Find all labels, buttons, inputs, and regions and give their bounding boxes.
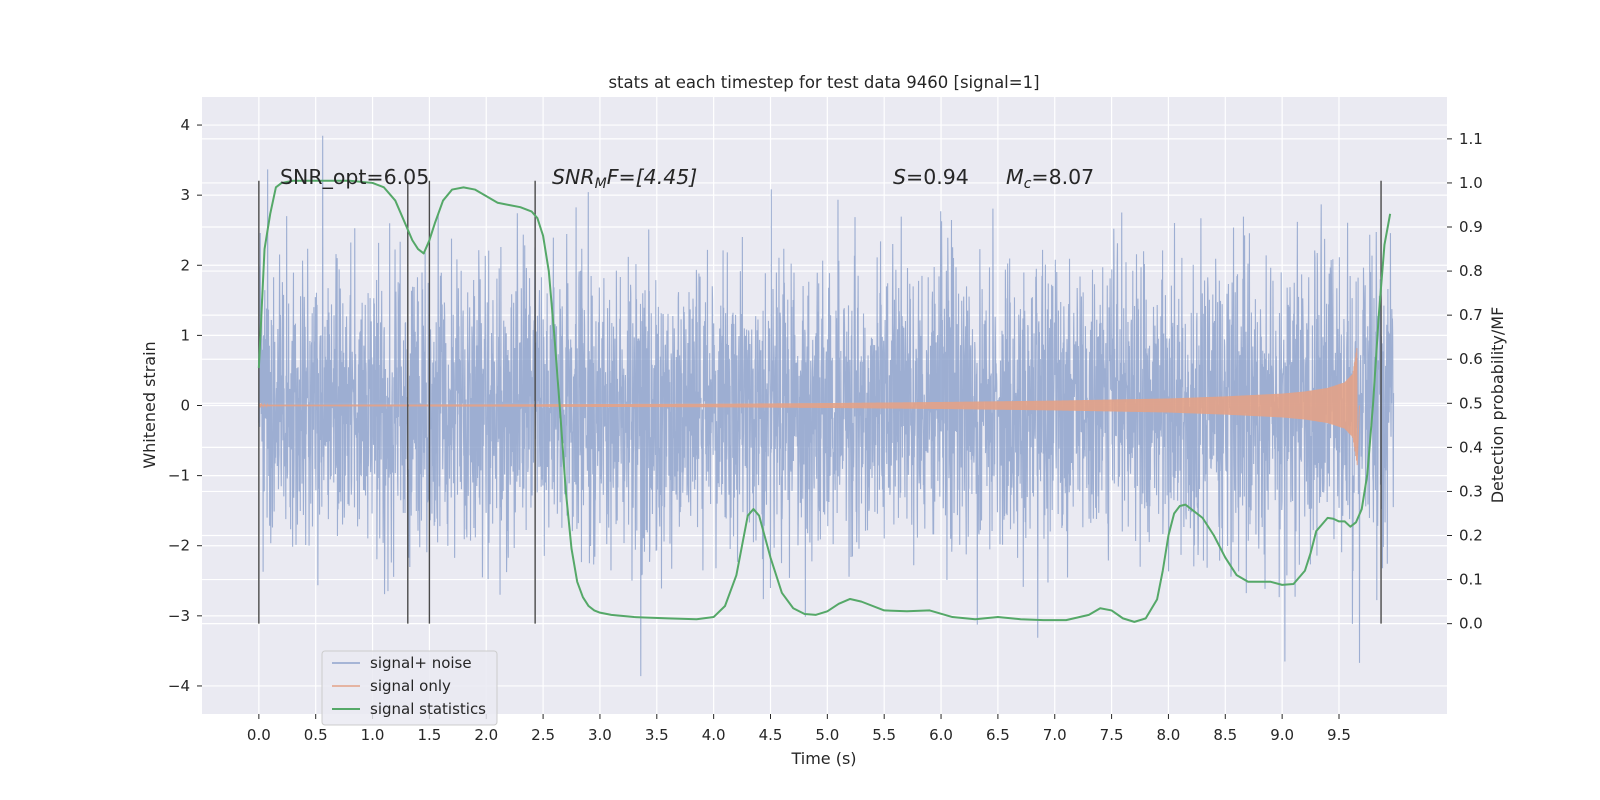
x-tick-label: 6.5 <box>986 726 1010 744</box>
x-tick-label: 1.0 <box>361 726 385 744</box>
x-tick-label: 8.0 <box>1157 726 1181 744</box>
y-tick-label: 0 <box>180 397 190 415</box>
y-tick-label: 1 <box>180 326 190 344</box>
y-right-tick-label: 0.9 <box>1459 218 1483 236</box>
series-signal-only <box>258 348 1360 466</box>
axes: 0.0 0.5 1.0 1.5 2.0 2.5 3.0 3.5 4.0 4.5 5.0 5.5 6.0 6… <box>168 116 1483 744</box>
y-tick-label: −1 <box>168 467 190 485</box>
x-tick-label: 0.0 <box>247 726 271 744</box>
x-tick-label: 8.5 <box>1213 726 1237 744</box>
x-tick-label: 2.0 <box>474 726 498 744</box>
legend-label-noise: signal+ noise <box>370 654 472 672</box>
y-right-tick-label: 1.1 <box>1459 130 1483 148</box>
x-tick-label: 9.0 <box>1270 726 1294 744</box>
y-right-tick-label: 0.1 <box>1459 571 1483 589</box>
y-right-tick-label: 0.0 <box>1459 615 1483 633</box>
annotation-s: S=0.94 <box>893 165 969 189</box>
y-right-tick-label: 0.2 <box>1459 527 1483 545</box>
x-tick-label: 9.5 <box>1327 726 1351 744</box>
signal-statistics-line <box>257 179 1392 623</box>
y-right-tick-label: 0.4 <box>1459 438 1483 456</box>
y-tick-label: 4 <box>180 116 190 134</box>
x-tick-label: 4.0 <box>702 726 726 744</box>
y-tick-label: 2 <box>180 256 190 274</box>
y-tick-label: 3 <box>180 186 190 204</box>
x-tick-label: 5.5 <box>872 726 896 744</box>
series-signal-statistics <box>257 179 1392 623</box>
x-tick-label: 7.0 <box>1043 726 1067 744</box>
legend: signal+ noise signal only signal statist… <box>321 650 498 726</box>
y-right-tick-label: 0.7 <box>1459 306 1483 324</box>
annotation-snr-opt: SNR_opt=6.05 <box>280 165 429 190</box>
legend-box <box>321 650 498 726</box>
x-tick-label: 4.5 <box>759 726 783 744</box>
y-tick-label: −4 <box>168 677 190 695</box>
annotation-snr-mf: SNRMF=[4.45] <box>552 165 697 192</box>
chart-title: stats at each timestep for test data 946… <box>608 73 1039 92</box>
annotation-mc: Mc=8.07 <box>1006 165 1094 192</box>
y-axis-right-label: Detection probability/MF <box>1488 307 1507 504</box>
y-right-tick-label: 0.3 <box>1459 482 1483 500</box>
x-axis-label: Time (s) <box>790 749 856 768</box>
x-tick-label: 3.5 <box>645 726 669 744</box>
vertical-markers <box>258 180 1382 624</box>
x-tick-label: 0.5 <box>304 726 328 744</box>
y-right-tick-label: 1.0 <box>1459 174 1483 192</box>
series-signal-noise <box>258 135 1395 677</box>
y-tick-label: −3 <box>168 607 190 625</box>
x-tick-label: 6.0 <box>929 726 953 744</box>
y-right-tick-label: 0.8 <box>1459 262 1483 280</box>
legend-label-stat: signal statistics <box>370 700 486 718</box>
x-tick-label: 3.0 <box>588 726 612 744</box>
signal-only-line <box>258 348 1360 466</box>
y-right-tick-label: 0.5 <box>1459 394 1483 412</box>
signal-noise-line <box>258 135 1395 677</box>
x-tick-label: 2.5 <box>531 726 555 744</box>
x-tick-label: 1.5 <box>417 726 441 744</box>
x-tick-label: 5.0 <box>815 726 839 744</box>
x-tick-label: 7.5 <box>1100 726 1124 744</box>
y-tick-label: −2 <box>168 537 190 555</box>
y-axis-label: Whitened strain <box>140 341 159 468</box>
legend-label-signal: signal only <box>370 677 451 695</box>
y-right-tick-label: 0.6 <box>1459 350 1483 368</box>
